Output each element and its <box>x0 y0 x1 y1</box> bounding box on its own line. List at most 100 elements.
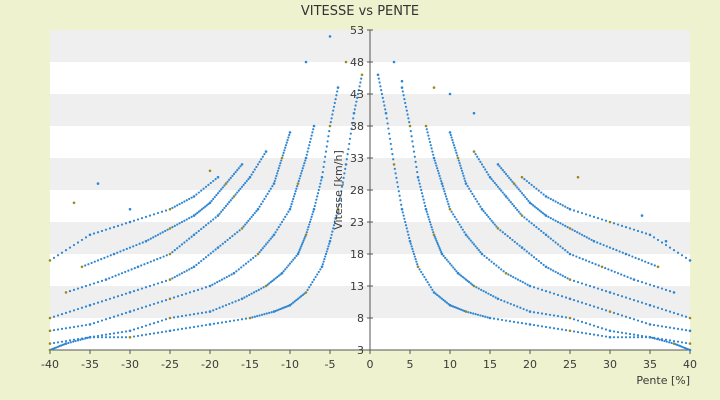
data-point <box>176 328 180 331</box>
data-point <box>420 188 423 192</box>
data-point <box>260 313 264 316</box>
data-point <box>68 310 72 313</box>
data-point <box>197 229 200 233</box>
data-point <box>572 318 576 321</box>
data-point <box>584 302 588 306</box>
data-point <box>438 247 441 250</box>
data-point <box>572 298 576 302</box>
data-point <box>600 327 604 330</box>
data-point <box>408 236 411 240</box>
data-point <box>628 316 632 320</box>
data-point <box>616 336 620 339</box>
data-point <box>524 282 527 285</box>
data-point <box>436 241 439 244</box>
data-point <box>108 332 112 336</box>
data-point <box>274 231 277 234</box>
data-point <box>269 281 272 284</box>
data-point <box>496 227 500 230</box>
data-point <box>160 300 164 303</box>
data-point <box>200 259 203 263</box>
data-point <box>615 249 618 252</box>
data-point <box>688 259 692 262</box>
data-point <box>136 327 140 330</box>
data-point <box>547 196 550 199</box>
data-point <box>463 309 466 313</box>
data-point <box>412 150 416 153</box>
data-point <box>542 231 545 234</box>
data-point <box>180 201 184 204</box>
data-point <box>116 295 120 298</box>
data-point <box>125 247 128 250</box>
data-point <box>242 225 245 228</box>
data-point <box>620 314 624 317</box>
data-point <box>347 147 350 151</box>
data-point <box>530 254 533 257</box>
data-point <box>457 159 460 162</box>
data-point <box>540 210 543 213</box>
data-point <box>156 282 160 285</box>
data-point <box>583 234 586 238</box>
data-point <box>306 150 309 153</box>
data-point <box>88 323 92 326</box>
data-point <box>226 180 229 183</box>
data-point <box>484 211 487 215</box>
data-point <box>295 187 298 190</box>
data-point <box>564 205 567 208</box>
data-point <box>76 338 80 341</box>
data-point <box>220 188 223 191</box>
data-point <box>636 229 640 233</box>
data-point <box>584 283 588 286</box>
data-point <box>296 252 300 256</box>
data-point <box>293 256 296 259</box>
x-tick-label: -10 <box>281 358 299 371</box>
data-point <box>140 264 143 267</box>
data-point <box>421 195 424 198</box>
data-point <box>342 176 345 179</box>
data-point <box>300 243 304 246</box>
data-point <box>348 142 351 146</box>
data-point <box>624 315 628 318</box>
data-point <box>676 251 680 254</box>
data-point <box>331 230 334 233</box>
data-point <box>230 273 233 276</box>
data-point <box>380 92 384 96</box>
data-point <box>499 229 502 232</box>
data-point <box>289 205 292 208</box>
data-point <box>576 319 580 322</box>
data-point <box>578 256 581 259</box>
data-point <box>312 124 316 128</box>
data-point <box>448 207 452 211</box>
data-point <box>566 226 569 229</box>
data-point <box>440 252 444 256</box>
data-point <box>87 263 90 266</box>
data-point <box>261 200 264 203</box>
data-point <box>320 175 324 179</box>
data-point <box>629 277 632 280</box>
data-point <box>296 182 300 185</box>
data-point <box>68 290 72 293</box>
data-point <box>258 250 261 254</box>
data-point <box>64 327 68 330</box>
data-point <box>600 265 604 269</box>
data-point <box>160 319 164 322</box>
data-point <box>425 210 428 213</box>
data-point <box>580 331 584 334</box>
data-point <box>620 331 624 334</box>
data-point <box>214 178 217 181</box>
data-point <box>184 327 188 330</box>
y-tick-label: 33 <box>350 152 364 165</box>
data-point <box>128 335 132 339</box>
data-point <box>519 190 522 193</box>
data-point <box>214 216 217 219</box>
data-point <box>404 224 408 227</box>
data-point <box>440 179 443 183</box>
data-point <box>72 338 76 341</box>
data-point <box>279 223 282 226</box>
data-point <box>426 281 429 284</box>
data-point <box>112 252 116 256</box>
data-point <box>287 304 290 307</box>
data-point <box>256 314 259 318</box>
data-point <box>628 297 632 300</box>
data-point <box>195 231 198 234</box>
data-point <box>660 338 664 341</box>
